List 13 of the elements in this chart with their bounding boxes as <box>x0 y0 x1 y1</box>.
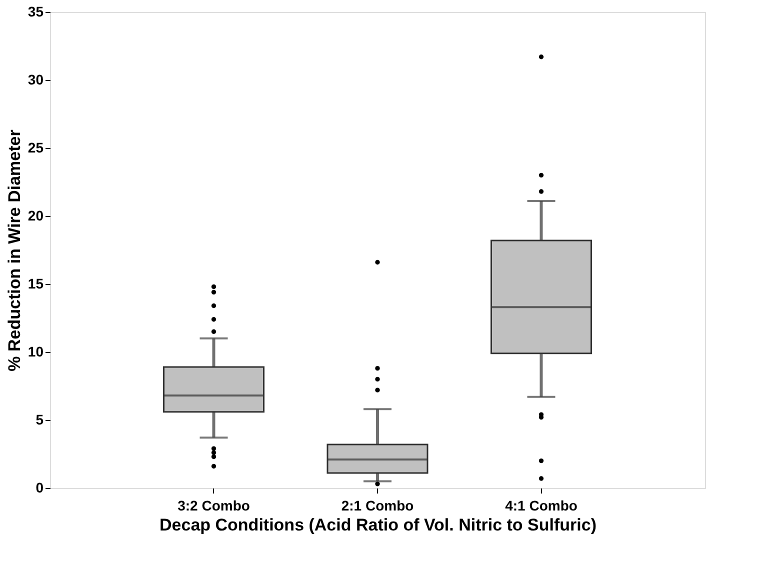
y-tick-label: 15 <box>28 276 44 292</box>
y-tick-label: 30 <box>28 72 44 88</box>
y-tick-label: 10 <box>28 344 44 360</box>
y-tick-label: 5 <box>36 412 44 428</box>
y-axis-title: % Reduction in Wire Diameter <box>4 129 24 372</box>
x-tick-label: 3:2 Combo <box>178 498 250 514</box>
y-tick-label: 35 <box>28 4 44 20</box>
x-tick-label: 2:1 Combo <box>341 498 414 514</box>
y-tick-label: 0 <box>36 480 44 496</box>
y-tick-label: 20 <box>28 208 44 224</box>
x-tick-label: 4:1 Combo <box>505 498 578 514</box>
x-axis-title: Decap Conditions (Acid Ratio of Vol. Nitric to Sulfuric) <box>160 516 596 534</box>
y-tick-label: 25 <box>28 140 44 156</box>
